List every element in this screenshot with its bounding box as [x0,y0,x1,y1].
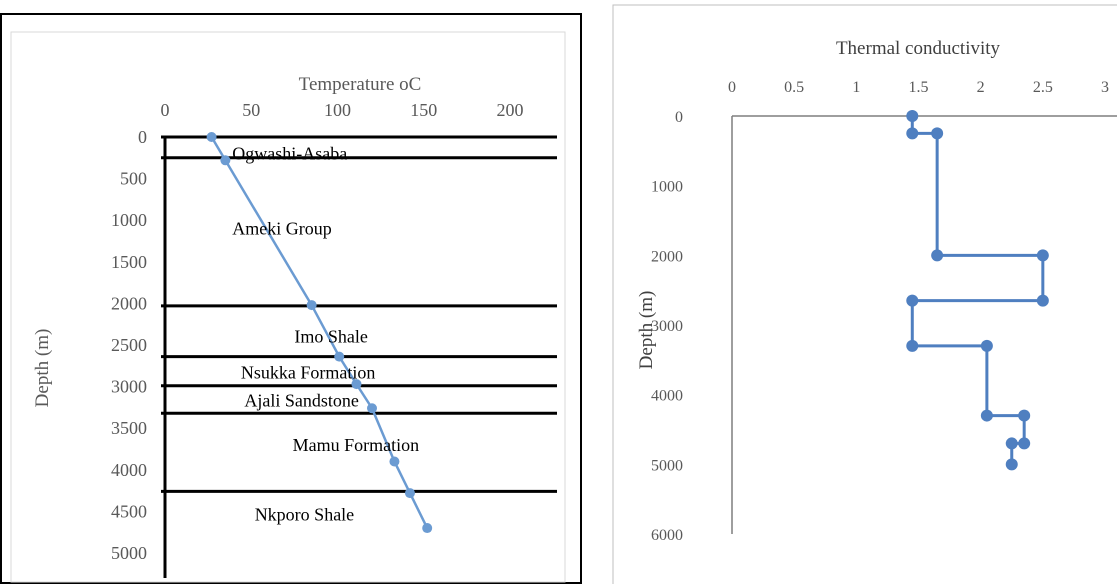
y-tick-label: 1000 [651,179,683,196]
y-axis-label: Depth (m) [636,291,657,370]
formation-label: Mamu Formation [293,435,420,455]
temperature-data-point [389,456,400,467]
conductivity-data-point [1005,458,1018,471]
conductivity-data-point [906,127,919,140]
x-tick-label: 0 [161,100,170,120]
conductivity-data-point [1018,437,1031,450]
conductivity-chart: Thermal conductivity Depth (m) 0 0.5 1 1.5 2… [612,4,1117,584]
temperature-data-point [306,300,317,311]
left-panel-border [0,13,582,584]
y-tick-label: 2500 [111,335,147,355]
y-tick-label: 500 [120,169,147,189]
y-tick-label: 0 [675,109,683,126]
conductivity-data-point [1005,437,1018,450]
y-tick-label: 6000 [651,527,683,544]
y-tick-label: 4000 [111,460,147,480]
right-panel-border [612,4,1117,584]
conductivity-data-point [980,409,993,422]
x-tick-label: 3 [1101,79,1109,96]
y-tick-label: 0 [138,127,147,147]
formation-label: Ameki Group [232,219,331,239]
x-tick-label: 200 [497,100,524,120]
temperature-data-point [367,403,377,414]
temperature-data-point [422,523,433,534]
y-tick-label: 5000 [111,543,147,563]
y-tick-label: 2000 [111,293,147,313]
y-tick-label: 5000 [651,457,683,474]
conductivity-chart-panel: Thermal conductivity Depth (m) 0 0.5 1 1.5 2… [612,4,1117,584]
x-tick-label: 100 [324,100,351,120]
plot-area-border [10,31,566,583]
temperature-data-point [220,155,231,166]
y-tick-label: 1000 [111,210,147,230]
formation-label: Imo Shale [294,327,368,347]
x-tick-label: 1.5 [909,79,929,96]
conductivity-data-point [980,339,993,352]
temperature-chart: Temperature oC Depth (m) 0 50 100 150 200050… [0,13,582,584]
conductivity-data-point [906,339,919,352]
y-tick-label: 3000 [111,377,147,397]
conductivity-data-point [906,110,919,122]
temperature-data-point [351,379,362,390]
y-tick-label: 4000 [651,388,683,405]
y-tick-label: 3500 [111,418,147,438]
conductivity-data-point [931,249,944,262]
chart-title: Thermal conductivity [836,38,1001,59]
y-axis-label: Depth (m) [32,329,53,408]
conductivity-data-point [1036,249,1049,262]
x-tick-label: 0 [728,79,736,96]
y-tick-label: 1500 [111,252,147,272]
formation-label: Nsukka Formation [241,362,376,382]
y-tick-label: 4500 [111,501,147,521]
conductivity-data-point [906,294,919,307]
chart-title: Temperature oC [299,74,422,95]
conductivity-data-point [931,127,944,140]
temperature-chart-panel: Temperature oC Depth (m) 0 50 100 150 200 0 50… [0,13,582,584]
y-tick-label: 2000 [651,248,683,265]
formation-label: Nkporo Shale [255,505,354,525]
x-tick-label: 0.5 [784,79,804,96]
temperature-data-point [404,488,415,499]
temperature-data-point [334,351,345,362]
formation-label: Ajali Sandstone [244,391,359,411]
temperature-data-point [206,132,217,142]
x-tick-label: 2 [977,79,985,96]
x-tick-label: 1 [852,79,860,96]
x-tick-label: 150 [410,100,437,120]
x-tick-label: 50 [242,100,260,120]
conductivity-data-point [1018,409,1031,422]
y-tick-label: 3000 [651,318,683,335]
x-tick-label: 2.5 [1033,79,1053,96]
conductivity-data-point [1036,294,1049,307]
formation-label: Ogwashi-Asaba [232,144,347,164]
